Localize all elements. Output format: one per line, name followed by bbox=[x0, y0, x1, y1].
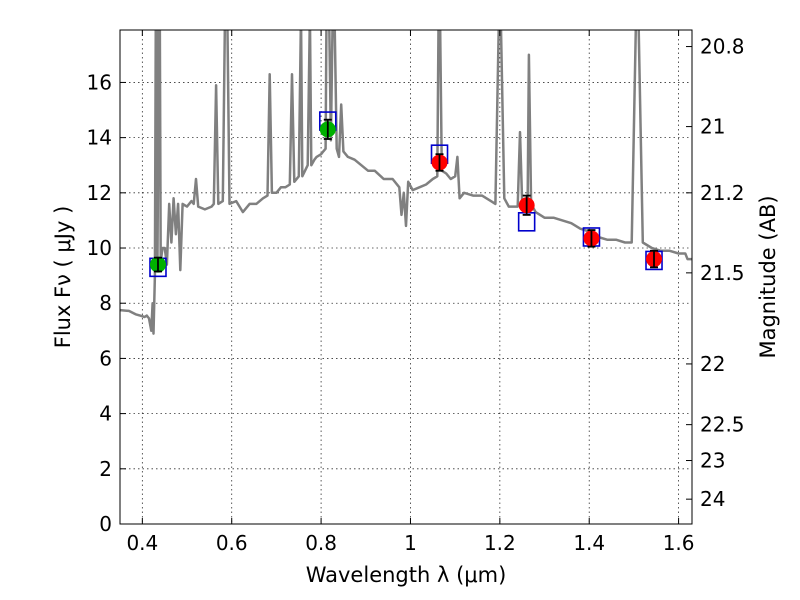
right-tick-label: 21.2 bbox=[700, 181, 745, 205]
right-tick-label: 20.8 bbox=[700, 35, 745, 59]
y-tick-label: 4 bbox=[99, 402, 112, 426]
y-tick-label: 8 bbox=[99, 291, 112, 315]
y-axis-label: Flux Fν ( μJy ) bbox=[51, 206, 75, 349]
y-tick-label: 16 bbox=[87, 70, 112, 94]
y-tick-label: 12 bbox=[87, 181, 112, 205]
right-tick-label: 21 bbox=[700, 115, 725, 139]
model-spectrum-line bbox=[120, 30, 692, 335]
data-markers bbox=[149, 111, 663, 278]
axis-ticks: 0.4 0.6 0.8 1 1.2 1.4 1.6024681012141620.82121… bbox=[87, 30, 745, 555]
right-tick-label: 24 bbox=[700, 487, 725, 511]
x-tick-label: 1.6 bbox=[663, 531, 695, 555]
right-tick-label: 22 bbox=[700, 352, 725, 376]
y-tick-label: 2 bbox=[99, 457, 112, 481]
x-tick-label: 1 bbox=[404, 531, 417, 555]
plot-area bbox=[120, 30, 692, 335]
plot-background bbox=[120, 30, 692, 524]
x-tick-label: 0.6 bbox=[216, 531, 248, 555]
right-tick-label: 21.5 bbox=[700, 261, 745, 285]
right-tick-label: 22.5 bbox=[700, 413, 745, 437]
x-tick-label: 0.4 bbox=[126, 531, 158, 555]
right-axis-label: Magnitude (AB) bbox=[756, 195, 780, 358]
y-tick-label: 0 bbox=[99, 512, 112, 536]
x-tick-label: 0.8 bbox=[305, 531, 337, 555]
x-tick-label: 1.4 bbox=[573, 531, 605, 555]
right-tick-label: 23 bbox=[700, 449, 725, 473]
y-tick-label: 10 bbox=[87, 236, 112, 260]
plot-frame bbox=[119, 29, 693, 525]
x-tick-label: 1.2 bbox=[484, 531, 516, 555]
x-axis-label: Wavelength λ (μm) bbox=[306, 563, 507, 587]
y-tick-label: 14 bbox=[87, 126, 112, 150]
y-tick-label: 6 bbox=[99, 346, 112, 370]
